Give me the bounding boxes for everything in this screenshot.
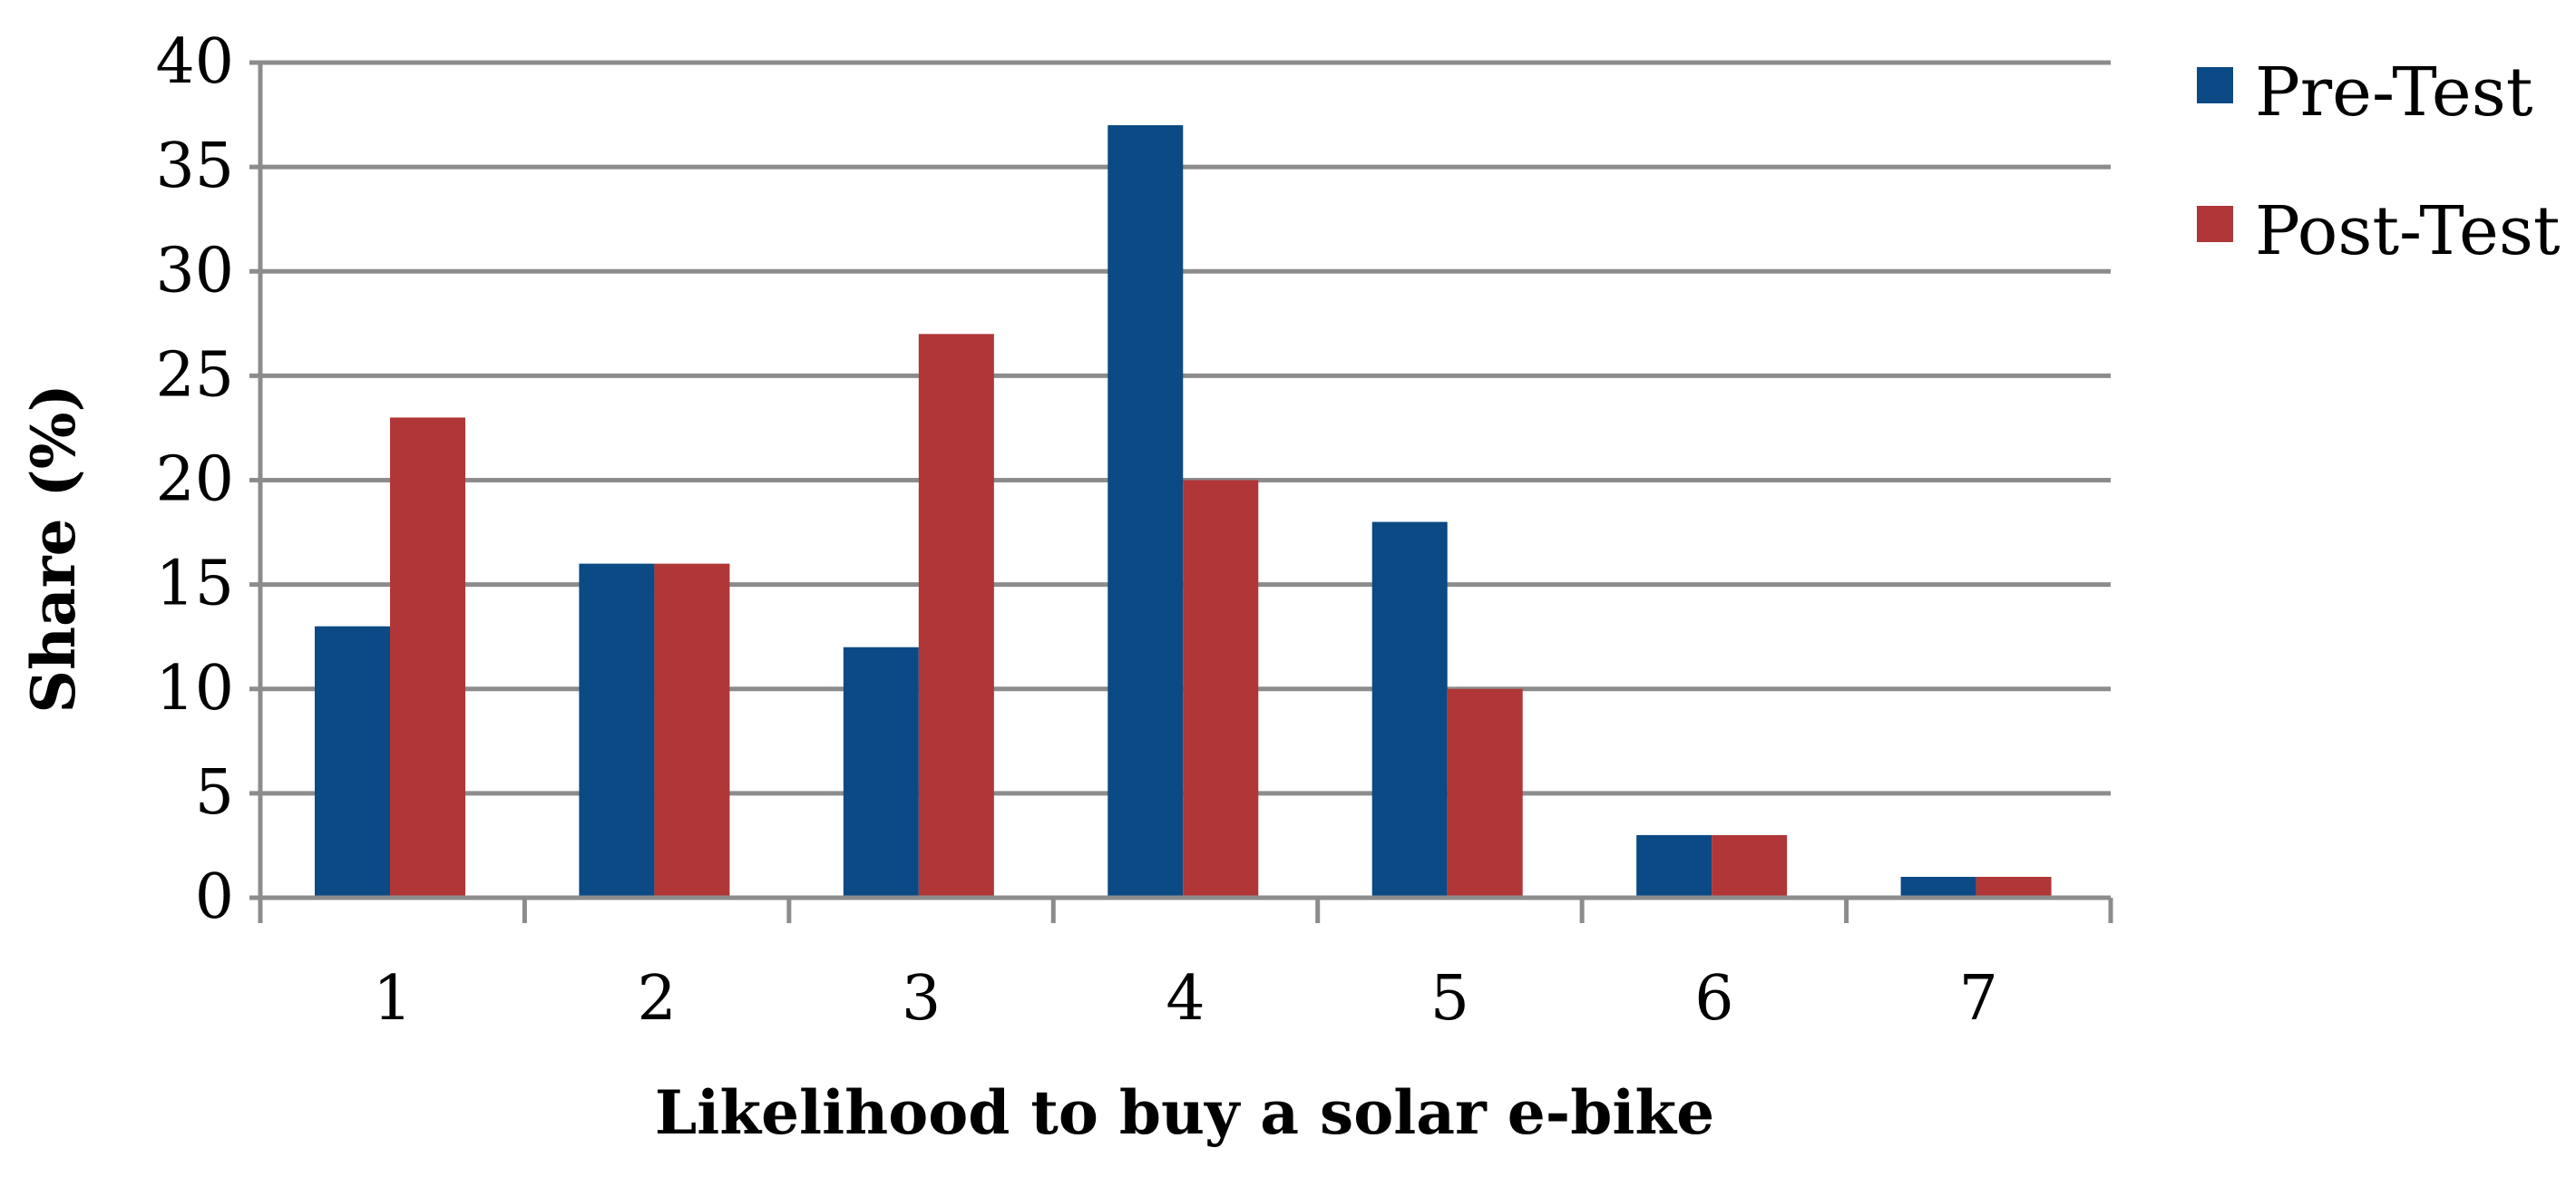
bar-pre-test-3 <box>843 647 919 898</box>
bar-pre-test-6 <box>1636 834 1712 898</box>
bar-post-test-6 <box>1712 834 1788 898</box>
x-tick-label: 2 <box>638 963 677 1035</box>
x-tick-label: 3 <box>902 963 941 1035</box>
x-tick-labels: 1 2 3 4 5 6 7 <box>373 963 1998 1035</box>
y-tick-label: 40 <box>155 26 234 98</box>
bar-post-test-1 <box>390 417 465 898</box>
y-tick-label: 5 <box>195 757 234 829</box>
y-tick-label: 20 <box>155 444 234 516</box>
legend-swatch-pre-test <box>2197 67 2233 103</box>
bar-post-test-7 <box>1976 876 2052 898</box>
y-axis-title: Share (%) <box>18 384 89 713</box>
x-tick-label: 4 <box>1166 963 1205 1035</box>
axes <box>249 63 2113 923</box>
x-tick-label: 6 <box>1694 963 1733 1035</box>
y-tick-label: 0 <box>195 861 234 933</box>
x-tick-label: 7 <box>1959 963 1998 1035</box>
x-axis-title: Likelihood to buy a solar e-bike <box>655 1077 1714 1148</box>
y-tick-label: 15 <box>155 549 234 620</box>
y-tick-label: 25 <box>155 339 234 411</box>
bar-post-test-2 <box>654 563 730 898</box>
x-tick-label: 5 <box>1430 963 1469 1035</box>
bar-post-test-4 <box>1183 480 1259 898</box>
bar-pre-test-2 <box>579 563 655 898</box>
legend-swatch-post-test <box>2197 206 2233 242</box>
bar-post-test-3 <box>918 334 994 898</box>
bar-pre-test-7 <box>1900 876 1976 898</box>
bar-post-test-5 <box>1447 688 1523 898</box>
bar-pre-test-4 <box>1107 125 1184 898</box>
y-tick-label: 10 <box>155 653 234 725</box>
legend-label-post-test: Post-Test <box>2255 192 2561 270</box>
bars <box>315 125 2052 898</box>
y-tick-label: 35 <box>155 131 234 202</box>
y-tick-label: 30 <box>155 235 234 306</box>
legend: Pre-Test Post-Test <box>2197 54 2561 270</box>
bar-pre-test-1 <box>315 626 390 898</box>
x-tick-label: 1 <box>373 963 412 1035</box>
y-tick-labels: 0 5 10 15 20 25 30 35 40 <box>155 26 234 933</box>
bar-pre-test-5 <box>1371 521 1448 898</box>
legend-label-pre-test: Pre-Test <box>2255 54 2533 131</box>
